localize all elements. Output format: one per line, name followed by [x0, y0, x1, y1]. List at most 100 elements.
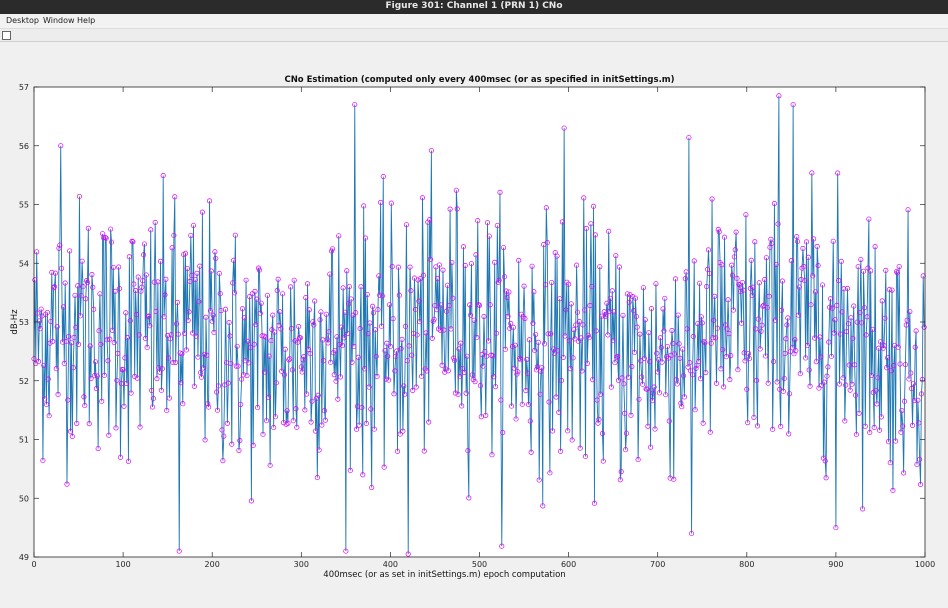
data-point	[672, 351, 678, 357]
data-point	[245, 338, 251, 344]
data-point	[85, 225, 91, 231]
data-point	[431, 316, 437, 322]
data-point	[235, 363, 241, 369]
data-point	[280, 291, 286, 297]
data-point	[663, 392, 669, 398]
data-point	[838, 258, 844, 265]
figure-toolbar	[0, 29, 948, 42]
data-point	[183, 347, 189, 353]
data-point	[743, 212, 749, 218]
data-point	[889, 287, 895, 293]
y-tick-label: 52	[19, 377, 29, 386]
data-point	[770, 426, 776, 432]
data-point	[307, 351, 313, 357]
data-point	[586, 335, 592, 341]
data-point	[221, 433, 227, 439]
data-point	[817, 334, 823, 340]
data-point	[357, 326, 363, 332]
data-point	[915, 397, 921, 403]
data-point	[51, 284, 58, 290]
data-point	[70, 365, 76, 371]
data-point	[755, 316, 761, 322]
data-point	[585, 332, 591, 338]
data-point	[670, 340, 676, 347]
data-point	[810, 273, 816, 279]
data-point	[856, 410, 862, 416]
data-point	[246, 360, 252, 366]
data-point	[182, 250, 189, 256]
data-point	[468, 312, 474, 318]
data-point	[200, 365, 206, 371]
data-point	[458, 340, 464, 346]
data-point	[535, 339, 541, 345]
data-point	[507, 325, 513, 331]
data-point	[600, 458, 606, 464]
data-point	[46, 413, 52, 419]
data-point	[151, 279, 157, 285]
data-point	[41, 362, 47, 368]
data-point	[87, 343, 93, 349]
menu-window[interactable]: Window	[43, 16, 75, 25]
data-point	[424, 368, 430, 374]
data-point	[846, 362, 852, 368]
data-point	[180, 401, 186, 407]
data-point	[319, 422, 325, 428]
data-point	[212, 249, 218, 255]
data-point	[172, 194, 178, 200]
data-point	[417, 319, 423, 325]
data-point	[796, 284, 802, 290]
data-point	[479, 352, 485, 358]
data-point	[300, 357, 306, 363]
data-point	[362, 366, 368, 372]
menu-desktop[interactable]: Desktop	[6, 16, 39, 25]
y-tick-label: 49	[19, 553, 29, 562]
data-point	[36, 318, 42, 324]
data-point	[96, 328, 102, 334]
data-point	[879, 298, 885, 304]
data-point	[865, 265, 871, 271]
data-point	[141, 252, 147, 258]
data-point	[771, 201, 777, 207]
data-point	[699, 320, 705, 326]
data-point	[799, 265, 805, 271]
data-point	[427, 256, 434, 262]
data-point	[160, 173, 166, 179]
data-point	[219, 427, 225, 433]
data-point	[447, 206, 453, 212]
data-point	[509, 344, 516, 350]
data-point	[402, 391, 408, 397]
data-point	[271, 425, 277, 431]
data-point	[288, 326, 295, 332]
data-point	[840, 375, 846, 381]
data-point	[898, 429, 904, 435]
data-point	[737, 282, 743, 288]
data-point	[800, 245, 806, 252]
data-point	[726, 331, 732, 337]
data-point	[496, 277, 502, 283]
data-point	[505, 313, 511, 319]
figure-tool-icon[interactable]	[2, 31, 11, 40]
data-point	[638, 358, 644, 364]
data-point	[844, 285, 851, 291]
data-point	[426, 419, 432, 425]
data-point	[756, 280, 762, 286]
data-point	[599, 431, 606, 437]
menu-help[interactable]: Help	[77, 16, 96, 25]
data-point	[43, 311, 49, 317]
data-point	[687, 360, 693, 366]
data-point	[697, 280, 703, 286]
data-point	[378, 199, 384, 205]
data-point	[672, 276, 679, 282]
data-point	[591, 500, 597, 506]
data-point	[486, 233, 492, 239]
data-point	[618, 469, 624, 475]
data-point	[376, 273, 382, 279]
data-point	[559, 219, 565, 225]
data-point	[173, 359, 179, 365]
data-point	[324, 336, 330, 342]
data-point	[855, 264, 861, 270]
data-point	[762, 353, 769, 359]
data-point	[662, 295, 668, 301]
data-point	[851, 303, 857, 309]
data-point	[409, 352, 415, 358]
